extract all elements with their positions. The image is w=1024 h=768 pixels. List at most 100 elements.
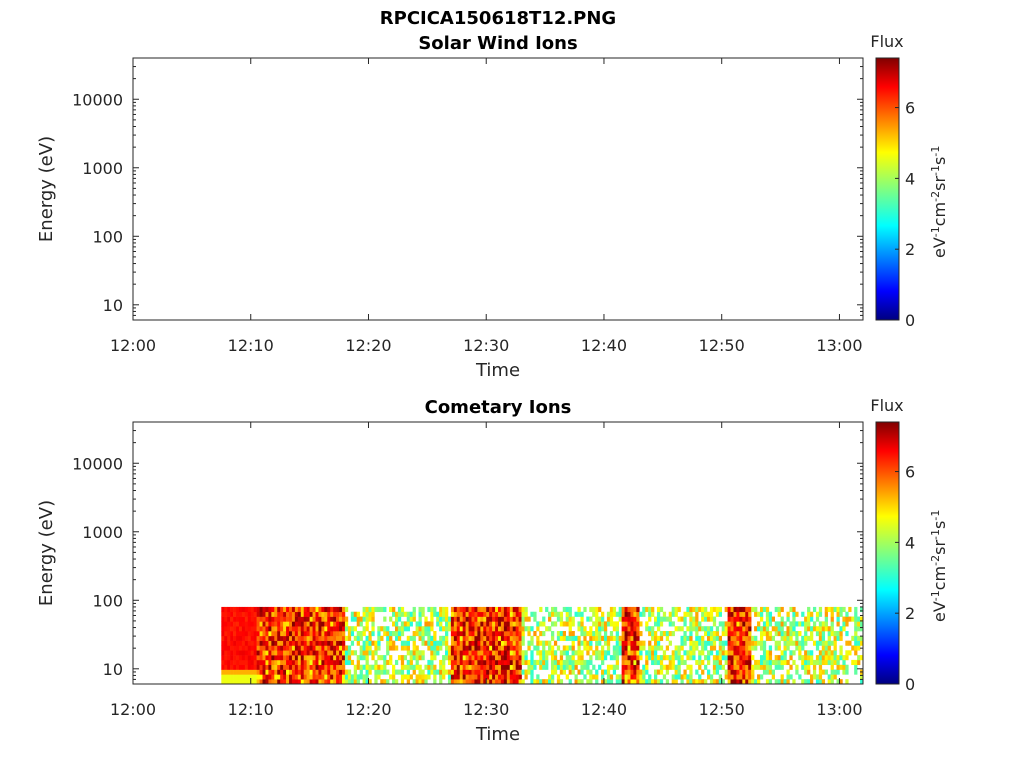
- spectrogram-cell: [377, 655, 381, 661]
- spectrogram-cell: [624, 674, 628, 680]
- spectrogram-cell: [436, 621, 440, 627]
- spectrogram-cell: [857, 645, 861, 651]
- spectrogram-cell: [686, 626, 690, 632]
- spectrogram-cell: [327, 626, 331, 632]
- spectrogram-cell: [609, 655, 614, 661]
- spectrogram-cell: [383, 655, 387, 661]
- spectrogram-cell: [271, 645, 275, 651]
- spectrogram-cell: [568, 659, 572, 666]
- spectrogram-cell: [656, 621, 661, 627]
- spectrogram-cell: [306, 655, 310, 661]
- spectrogram-cell: [350, 659, 355, 666]
- spectrogram-cell: [674, 645, 678, 651]
- spectrogram-cell: [430, 659, 434, 666]
- spectrogram-cell: [353, 664, 358, 670]
- spectrogram-cell: [309, 631, 313, 637]
- spectrogram-cell: [286, 679, 290, 685]
- spectrogram-cell: [333, 621, 337, 627]
- spectrogram-cell: [330, 679, 334, 685]
- spectrogram-cell: [824, 669, 828, 675]
- spectrogram-cell: [598, 655, 602, 661]
- spectrogram-cell: [509, 621, 514, 627]
- spectrogram-cell: [238, 635, 243, 641]
- spectrogram-cell: [521, 659, 525, 666]
- spectrogram-cell: [356, 679, 360, 685]
- spectrogram-cell: [439, 621, 443, 627]
- spectrogram-cell: [327, 650, 331, 656]
- spectrogram-cell: [421, 640, 425, 646]
- spectrogram-cell: [230, 631, 234, 637]
- spectrogram-cell: [297, 640, 302, 646]
- spectrogram-cell: [704, 655, 708, 661]
- spectrogram-cell: [368, 645, 372, 651]
- spectrogram-cell: [477, 674, 481, 680]
- spectrogram-cell: [318, 679, 322, 685]
- spectrogram-cell: [492, 650, 496, 656]
- spectrogram-cell: [562, 664, 567, 670]
- spectrogram-cell: [627, 621, 631, 627]
- spectrogram-cell: [495, 635, 499, 641]
- spectrogram-cell: [262, 650, 266, 656]
- spectrogram-cell: [559, 655, 564, 661]
- spectrogram-cell: [477, 626, 481, 632]
- spectrogram-cell: [839, 611, 843, 617]
- spectrogram-cell: [365, 650, 369, 656]
- spectrogram-cell: [795, 645, 799, 651]
- spectrogram-cell: [356, 640, 360, 646]
- spectrogram-cell: [721, 664, 725, 670]
- spectrogram-cell: [265, 674, 269, 680]
- spectrogram-cell: [777, 664, 781, 670]
- spectrogram-cell: [400, 679, 405, 685]
- spectrogram-cell: [221, 621, 225, 627]
- spectrogram-cell: [748, 669, 752, 675]
- spectrogram-cell: [247, 640, 252, 646]
- spectrogram-cell: [312, 655, 316, 661]
- spectrogram-cell: [306, 674, 310, 680]
- spectrogram-cell: [589, 616, 593, 622]
- spectrogram-cell: [327, 664, 331, 670]
- spectrogram-cell: [442, 640, 446, 646]
- spectrogram-cell: [459, 655, 463, 661]
- spectrogram-cell: [412, 611, 416, 617]
- spectrogram-cell: [294, 611, 299, 617]
- spectrogram-cell: [777, 621, 781, 627]
- spectrogram-cell: [500, 679, 505, 685]
- spectrogram-cell: [324, 635, 328, 641]
- spectrogram-cell: [812, 640, 817, 646]
- spectrogram-cell: [624, 626, 628, 632]
- spectrogram-cell: [371, 631, 375, 637]
- spectrogram-cell: [318, 664, 322, 670]
- spectrogram-cell: [689, 655, 693, 661]
- spectrogram-cell: [268, 664, 272, 670]
- spectrogram-cell: [397, 631, 402, 637]
- spectrogram-cell: [818, 635, 823, 641]
- spectrogram-cell: [236, 606, 240, 613]
- spectrogram-cell: [704, 616, 708, 622]
- spectrogram-cell: [739, 616, 743, 622]
- spectrogram-cell: [389, 616, 393, 622]
- spectrogram-cell: [365, 664, 369, 670]
- spectrogram-cell: [742, 650, 746, 656]
- spectrogram-cell: [306, 664, 310, 670]
- spectrogram-cell: [515, 669, 519, 675]
- spectrogram-cell: [798, 621, 802, 627]
- spectrogram-cell: [556, 674, 561, 680]
- spectrogram-cell: [477, 631, 481, 637]
- spectrogram-cell: [839, 631, 843, 637]
- spectrogram-cell: [268, 626, 272, 632]
- spectrogram-cell: [618, 635, 622, 641]
- spectrogram-cell: [503, 664, 508, 670]
- spectrogram-cell: [568, 669, 572, 675]
- spectrogram-cell: [445, 655, 449, 661]
- spectrogram-cell: [804, 669, 808, 675]
- spectrogram-cell: [580, 621, 584, 627]
- spectrogram-cell: [306, 606, 310, 613]
- spectrogram-cell: [409, 659, 413, 666]
- spectrogram-cell: [804, 655, 808, 661]
- spectrogram-cell: [704, 640, 708, 646]
- spectrogram-cell: [621, 631, 625, 637]
- spectrogram-cell: [574, 659, 578, 666]
- spectrogram-cell: [453, 616, 458, 622]
- spectrogram-cell: [224, 635, 228, 641]
